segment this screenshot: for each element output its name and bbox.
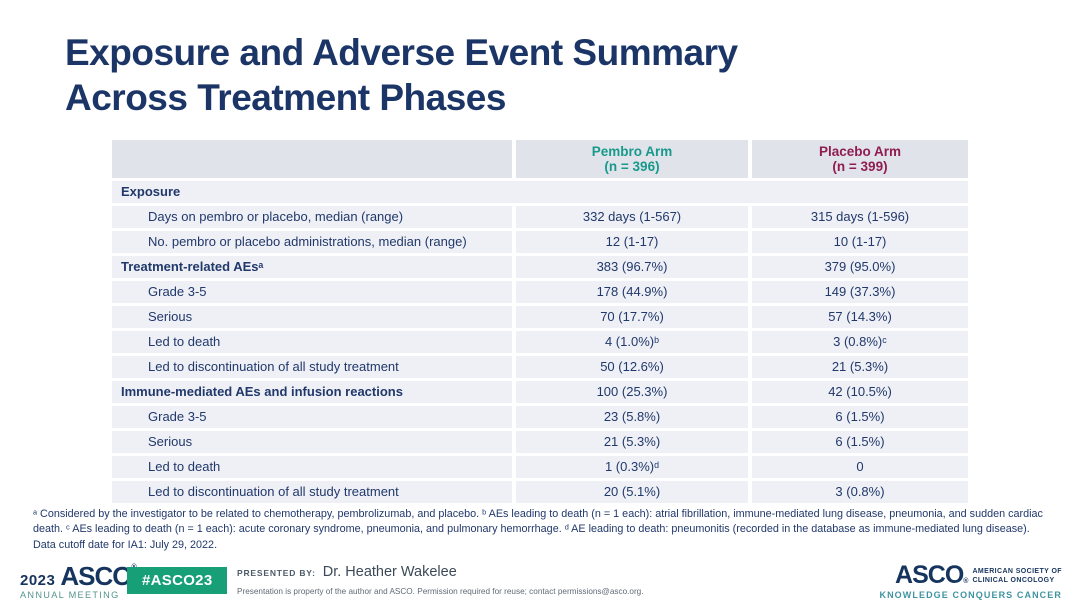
pembro-value: 100 (25.3%)	[516, 381, 748, 403]
table-row: Led to death 4 (1.0%)ᵇ 3 (0.8%)ᶜ	[112, 331, 968, 353]
society-name-line-1: AMERICAN SOCIETY OF	[972, 568, 1062, 575]
page-title: Exposure and Adverse Event Summary Acros…	[65, 30, 925, 120]
placebo-value: 10 (1-17)	[752, 231, 968, 253]
asco-annual-meeting-logo-top: 2023 ASCO®	[20, 563, 137, 589]
footer: 2023 ASCO® ANNUAL MEETING #ASCO23 PRESEN…	[0, 560, 1080, 608]
placebo-arm-n: (n = 399)	[832, 159, 888, 174]
table-row: Led to death 1 (0.3%)ᵈ 0	[112, 456, 968, 478]
page-title-line-1: Exposure and Adverse Event Summary	[65, 32, 738, 73]
page-title-line-2: Across Treatment Phases	[65, 77, 506, 119]
pembro-value: 4 (1.0%)ᵇ	[516, 331, 748, 353]
pembro-value: 20 (5.1%)	[516, 481, 748, 503]
pembro-value: 21 (5.3%)	[516, 431, 748, 453]
table-row: Grade 3-5 178 (44.9%) 149 (37.3%)	[112, 281, 968, 303]
row-label: Serious	[112, 306, 512, 328]
hashtag-badge: #ASCO23	[127, 567, 228, 594]
asco-society-logo-top: ASCO® AMERICAN SOCIETY OF CLINICAL ONCOL…	[879, 561, 1062, 589]
pembro-value: 70 (17.7%)	[516, 306, 748, 328]
society-name: AMERICAN SOCIETY OF CLINICAL ONCOLOGY	[972, 564, 1062, 585]
pembro-value: 23 (5.8%)	[516, 406, 748, 428]
pembro-value: 12 (1-17)	[516, 231, 748, 253]
pembro-value: 178 (44.9%)	[516, 281, 748, 303]
placebo-value: 21 (5.3%)	[752, 356, 968, 378]
placebo-value: 0	[752, 456, 968, 478]
row-label: Led to discontinuation of all study trea…	[112, 481, 512, 503]
presented-by-block: PRESENTED BY: Dr. Heather Wakelee Presen…	[237, 564, 644, 596]
summary-table-body: Exposure Days on pembro or placebo, media…	[112, 181, 968, 503]
pembro-arm-name: Pembro Arm	[591, 144, 673, 159]
table-row: Immune-mediated AEs and infusion reactio…	[112, 381, 968, 403]
presenter-name: Dr. Heather Wakelee	[322, 564, 457, 580]
placebo-value: 3 (0.8%)	[752, 481, 968, 503]
placebo-value: 379 (95.0%)	[752, 256, 968, 278]
table-row: Led to discontinuation of all study trea…	[112, 481, 968, 503]
asco-society-wordmark: ASCO®	[895, 561, 968, 589]
section-label: Exposure	[112, 181, 968, 203]
table-row: No. pembro or placebo administrations, m…	[112, 231, 968, 253]
placebo-value: 3 (0.8%)ᶜ	[752, 331, 968, 353]
pembro-value: 50 (12.6%)	[516, 356, 748, 378]
row-label: Led to death	[112, 456, 512, 478]
row-label: Immune-mediated AEs and infusion reactio…	[112, 381, 512, 403]
meeting-year: 2023	[20, 572, 56, 589]
placebo-value: 149 (37.3%)	[752, 281, 968, 303]
row-label: Serious	[112, 431, 512, 453]
pembro-arm-n: (n = 396)	[604, 159, 660, 174]
presented-by-label: PRESENTED BY:	[237, 568, 316, 578]
pembro-value: 1 (0.3%)ᵈ	[516, 456, 748, 478]
asco-wordmark: ASCO®	[60, 563, 136, 589]
row-label: Grade 3-5	[112, 406, 512, 428]
table-row: Led to discontinuation of all study trea…	[112, 356, 968, 378]
placebo-value: 6 (1.5%)	[752, 406, 968, 428]
row-label: Led to discontinuation of all study trea…	[112, 356, 512, 378]
row-label: Grade 3-5	[112, 281, 512, 303]
table-row: Treatment-related AEsᵃ 383 (96.7%) 379 (95…	[112, 256, 968, 278]
table-row: Grade 3-5 23 (5.8%) 6 (1.5%)	[112, 406, 968, 428]
row-label: Led to death	[112, 331, 512, 353]
presented-by-line: PRESENTED BY: Dr. Heather Wakelee	[237, 564, 644, 580]
table-row: Serious 21 (5.3%) 6 (1.5%)	[112, 431, 968, 453]
summary-table: Pembro Arm (n = 396) Placebo Arm (n = 39…	[112, 140, 968, 506]
table-row: Serious 70 (17.7%) 57 (14.3%)	[112, 306, 968, 328]
table-header-row: Pembro Arm (n = 396) Placebo Arm (n = 39…	[112, 140, 968, 178]
row-label: Days on pembro or placebo, median (range…	[112, 206, 512, 228]
table-row: Exposure	[112, 181, 968, 203]
pembro-value: 332 days (1-567)	[516, 206, 748, 228]
footnote-text: ᵃ Considered by the investigator to be r…	[33, 508, 1043, 551]
pembro-value: 383 (96.7%)	[516, 256, 748, 278]
permission-disclaimer: Presentation is property of the author a…	[237, 587, 644, 596]
placebo-value: 6 (1.5%)	[752, 431, 968, 453]
placebo-arm-name: Placebo Arm	[818, 144, 902, 159]
row-label: No. pembro or placebo administrations, m…	[112, 231, 512, 253]
table-header-placebo-arm: Placebo Arm (n = 399)	[752, 140, 968, 178]
row-label: Treatment-related AEsᵃ	[112, 256, 512, 278]
annual-meeting-label: ANNUAL MEETING	[20, 590, 120, 600]
society-name-line-2: CLINICAL ONCOLOGY	[972, 577, 1055, 585]
placebo-value: 42 (10.5%)	[752, 381, 968, 403]
table-header-empty-cell	[112, 140, 512, 178]
registered-mark: ®	[963, 578, 968, 585]
table-header-pembro-arm: Pembro Arm (n = 396)	[516, 140, 748, 178]
society-tagline: KNOWLEDGE CONQUERS CANCER	[879, 589, 1062, 600]
placebo-value: 57 (14.3%)	[752, 306, 968, 328]
placebo-value: 315 days (1-596)	[752, 206, 968, 228]
asco-society-logo: ASCO® AMERICAN SOCIETY OF CLINICAL ONCOL…	[879, 561, 1062, 600]
asco-annual-meeting-logo: 2023 ASCO® ANNUAL MEETING	[20, 563, 137, 600]
table-row: Days on pembro or placebo, median (range…	[112, 206, 968, 228]
